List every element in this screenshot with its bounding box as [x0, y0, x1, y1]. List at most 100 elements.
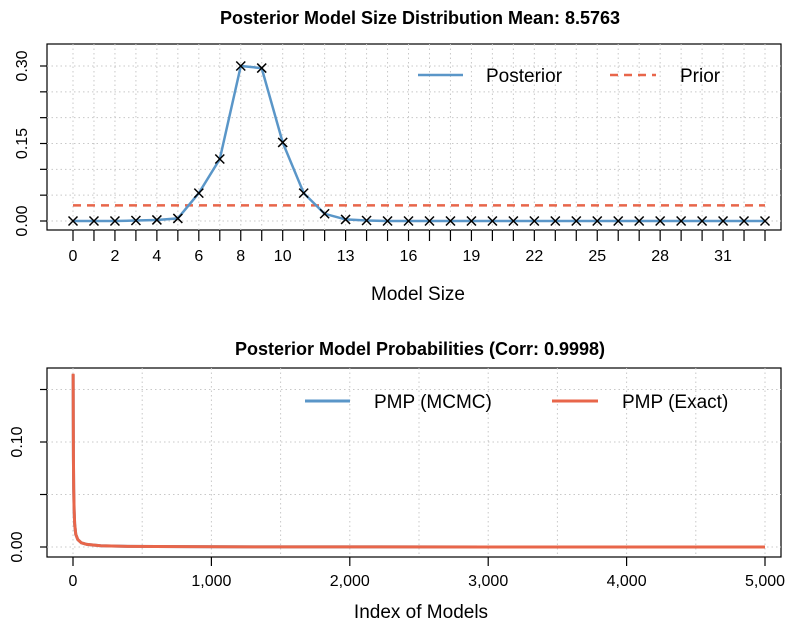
x-tick-label: 2,000: [330, 573, 370, 590]
grid: [47, 44, 781, 230]
series-layer: [67, 60, 771, 227]
x-tick-label: 16: [400, 248, 418, 265]
data-point-marker: [256, 63, 267, 74]
x-tick-label: 19: [463, 248, 481, 265]
marker-stroke: [550, 215, 561, 227]
marker-stroke: [109, 215, 120, 227]
data-point-marker: [340, 214, 351, 225]
data-point-marker: [508, 215, 519, 227]
data-point-marker: [298, 188, 309, 199]
marker-stroke: [130, 215, 141, 226]
data-point-marker: [361, 215, 372, 226]
x-tick-label: 0: [69, 248, 78, 265]
x-tick-label: 3,000: [468, 573, 508, 590]
axes: 0 2 4 6 8 10 13 16 19 22 25 28 31 0.00 0.15 0.30: [14, 50, 766, 265]
data-point-marker: [676, 215, 687, 227]
x-tick-label: 6: [194, 248, 203, 265]
plot-frame: [46, 367, 782, 558]
data-point-marker: [193, 188, 204, 199]
marker-stroke: [738, 215, 750, 227]
data-point-marker: [550, 215, 561, 227]
marker-stroke: [487, 215, 498, 227]
axes: 0 1,000 2,000 3,000 4,000 5,000 0.00 0.10: [9, 388, 785, 590]
chart-panel-model-probabilities: Posterior Model Probabilities (Corr: 0.9…: [9, 339, 785, 623]
marker-stroke: [67, 215, 79, 227]
series-line-posterior: [73, 64, 765, 223]
marker-stroke: [193, 188, 204, 199]
chart-panel-model-size: Posterior Model Size Distribution Mean: …: [14, 8, 782, 305]
data-point-marker: [382, 215, 393, 227]
marker-stroke: [613, 215, 624, 227]
marker-stroke: [403, 215, 414, 227]
marker-stroke: [361, 215, 372, 226]
legend-label-prior: Prior: [680, 66, 721, 87]
data-point-marker: [67, 215, 79, 227]
legend-label-posterior: Posterior: [486, 66, 563, 87]
x-tick-label: 31: [714, 248, 732, 265]
data-point-marker: [592, 215, 603, 227]
y-tick-label: 0.00: [14, 205, 31, 236]
data-point-marker: [403, 215, 414, 227]
marker-stroke: [466, 215, 477, 227]
x-axis-label: Index of Models: [354, 602, 488, 623]
chart-title: Posterior Model Size Distribution Mean: …: [220, 8, 620, 28]
marker-stroke: [382, 215, 393, 227]
data-point-marker: [235, 60, 246, 72]
data-point-marker: [487, 215, 498, 227]
marker-stroke: [88, 215, 100, 227]
marker-stroke: [697, 215, 708, 227]
y-tick-label: 0.00: [9, 531, 26, 562]
chart-title: Posterior Model Probabilities (Corr: 0.9…: [235, 339, 605, 359]
x-tick-label: 4,000: [607, 573, 647, 590]
marker-stroke: [529, 215, 540, 227]
data-point-marker: [319, 208, 330, 219]
data-point-marker: [529, 215, 540, 227]
marker-stroke: [277, 137, 288, 148]
marker-stroke: [592, 215, 603, 227]
x-tick-label: 8: [236, 248, 245, 265]
data-point-marker: [466, 215, 477, 227]
x-tick-label: 5,000: [745, 573, 785, 590]
marker-stroke: [718, 215, 729, 227]
series-layer: [71, 373, 766, 549]
data-point-marker: [718, 215, 729, 227]
x-tick-label: 4: [152, 248, 161, 265]
x-axis-label: Model Size: [371, 284, 465, 305]
y-tick-label: 0.30: [14, 50, 31, 81]
x-tick-label: 1,000: [191, 573, 231, 590]
marker-stroke: [655, 215, 666, 227]
marker-stroke: [424, 215, 435, 227]
y-tick-label: 0.10: [9, 426, 26, 457]
data-point-marker: [424, 215, 435, 227]
x-tick-label: 10: [274, 248, 292, 265]
data-point-marker: [214, 153, 225, 165]
data-point-marker: [130, 215, 141, 226]
marker-stroke: [235, 60, 246, 72]
legend-label-mcmc: PMP (MCMC): [374, 392, 492, 413]
x-tick-label: 25: [588, 248, 606, 265]
marker-stroke: [571, 215, 582, 227]
data-point-marker: [109, 215, 120, 227]
marker-stroke: [172, 213, 183, 224]
marker-stroke: [214, 153, 225, 165]
data-point-marker: [88, 215, 100, 227]
data-point-marker: [571, 215, 582, 227]
x-tick-label: 13: [337, 248, 355, 265]
data-point-marker: [697, 215, 708, 227]
data-point-marker: [738, 215, 750, 227]
marker-stroke: [508, 215, 519, 227]
marker-stroke: [151, 214, 162, 225]
marker-stroke: [634, 215, 645, 227]
legend: Posterior Prior: [418, 66, 721, 87]
data-point-marker: [277, 137, 288, 148]
data-point-marker: [759, 215, 771, 227]
marker-stroke: [445, 215, 456, 227]
data-point-marker: [172, 213, 183, 224]
data-point-marker: [445, 215, 456, 227]
y-tick-label: 0.15: [14, 128, 31, 159]
data-point-marker: [151, 214, 162, 225]
legend-label-exact: PMP (Exact): [622, 392, 728, 413]
data-point-marker: [613, 215, 624, 227]
marker-stroke: [676, 215, 687, 227]
